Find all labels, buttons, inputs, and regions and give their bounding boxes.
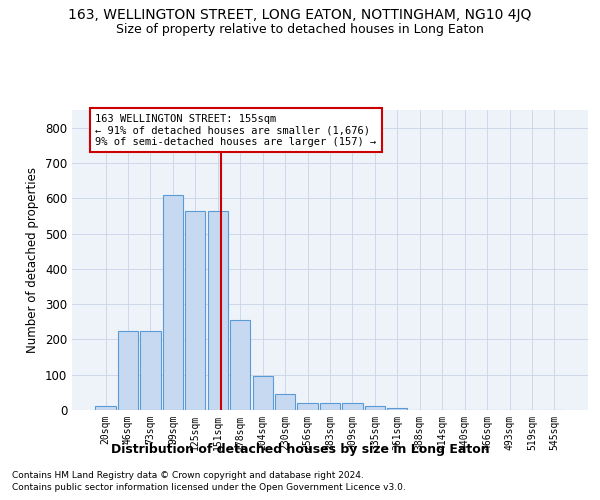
Bar	[253, 376, 273, 410]
Bar	[208, 210, 228, 410]
Text: 163 WELLINGTON STREET: 155sqm
← 91% of detached houses are smaller (1,676)
9% of: 163 WELLINGTON STREET: 155sqm ← 91% of d…	[95, 114, 377, 146]
Text: Contains HM Land Registry data © Crown copyright and database right 2024.: Contains HM Land Registry data © Crown c…	[12, 471, 364, 480]
Y-axis label: Number of detached properties: Number of detached properties	[26, 167, 40, 353]
Text: 163, WELLINGTON STREET, LONG EATON, NOTTINGHAM, NG10 4JQ: 163, WELLINGTON STREET, LONG EATON, NOTT…	[68, 8, 532, 22]
Text: Distribution of detached houses by size in Long Eaton: Distribution of detached houses by size …	[110, 442, 490, 456]
Bar	[387, 408, 407, 410]
Bar	[320, 403, 340, 410]
Text: Contains public sector information licensed under the Open Government Licence v3: Contains public sector information licen…	[12, 484, 406, 492]
Text: Size of property relative to detached houses in Long Eaton: Size of property relative to detached ho…	[116, 22, 484, 36]
Bar	[343, 403, 362, 410]
Bar	[298, 403, 317, 410]
Bar	[275, 394, 295, 410]
Bar	[140, 330, 161, 410]
Bar	[95, 406, 116, 410]
Bar	[118, 330, 138, 410]
Bar	[185, 210, 205, 410]
Bar	[230, 320, 250, 410]
Bar	[163, 194, 183, 410]
Bar	[365, 406, 385, 410]
